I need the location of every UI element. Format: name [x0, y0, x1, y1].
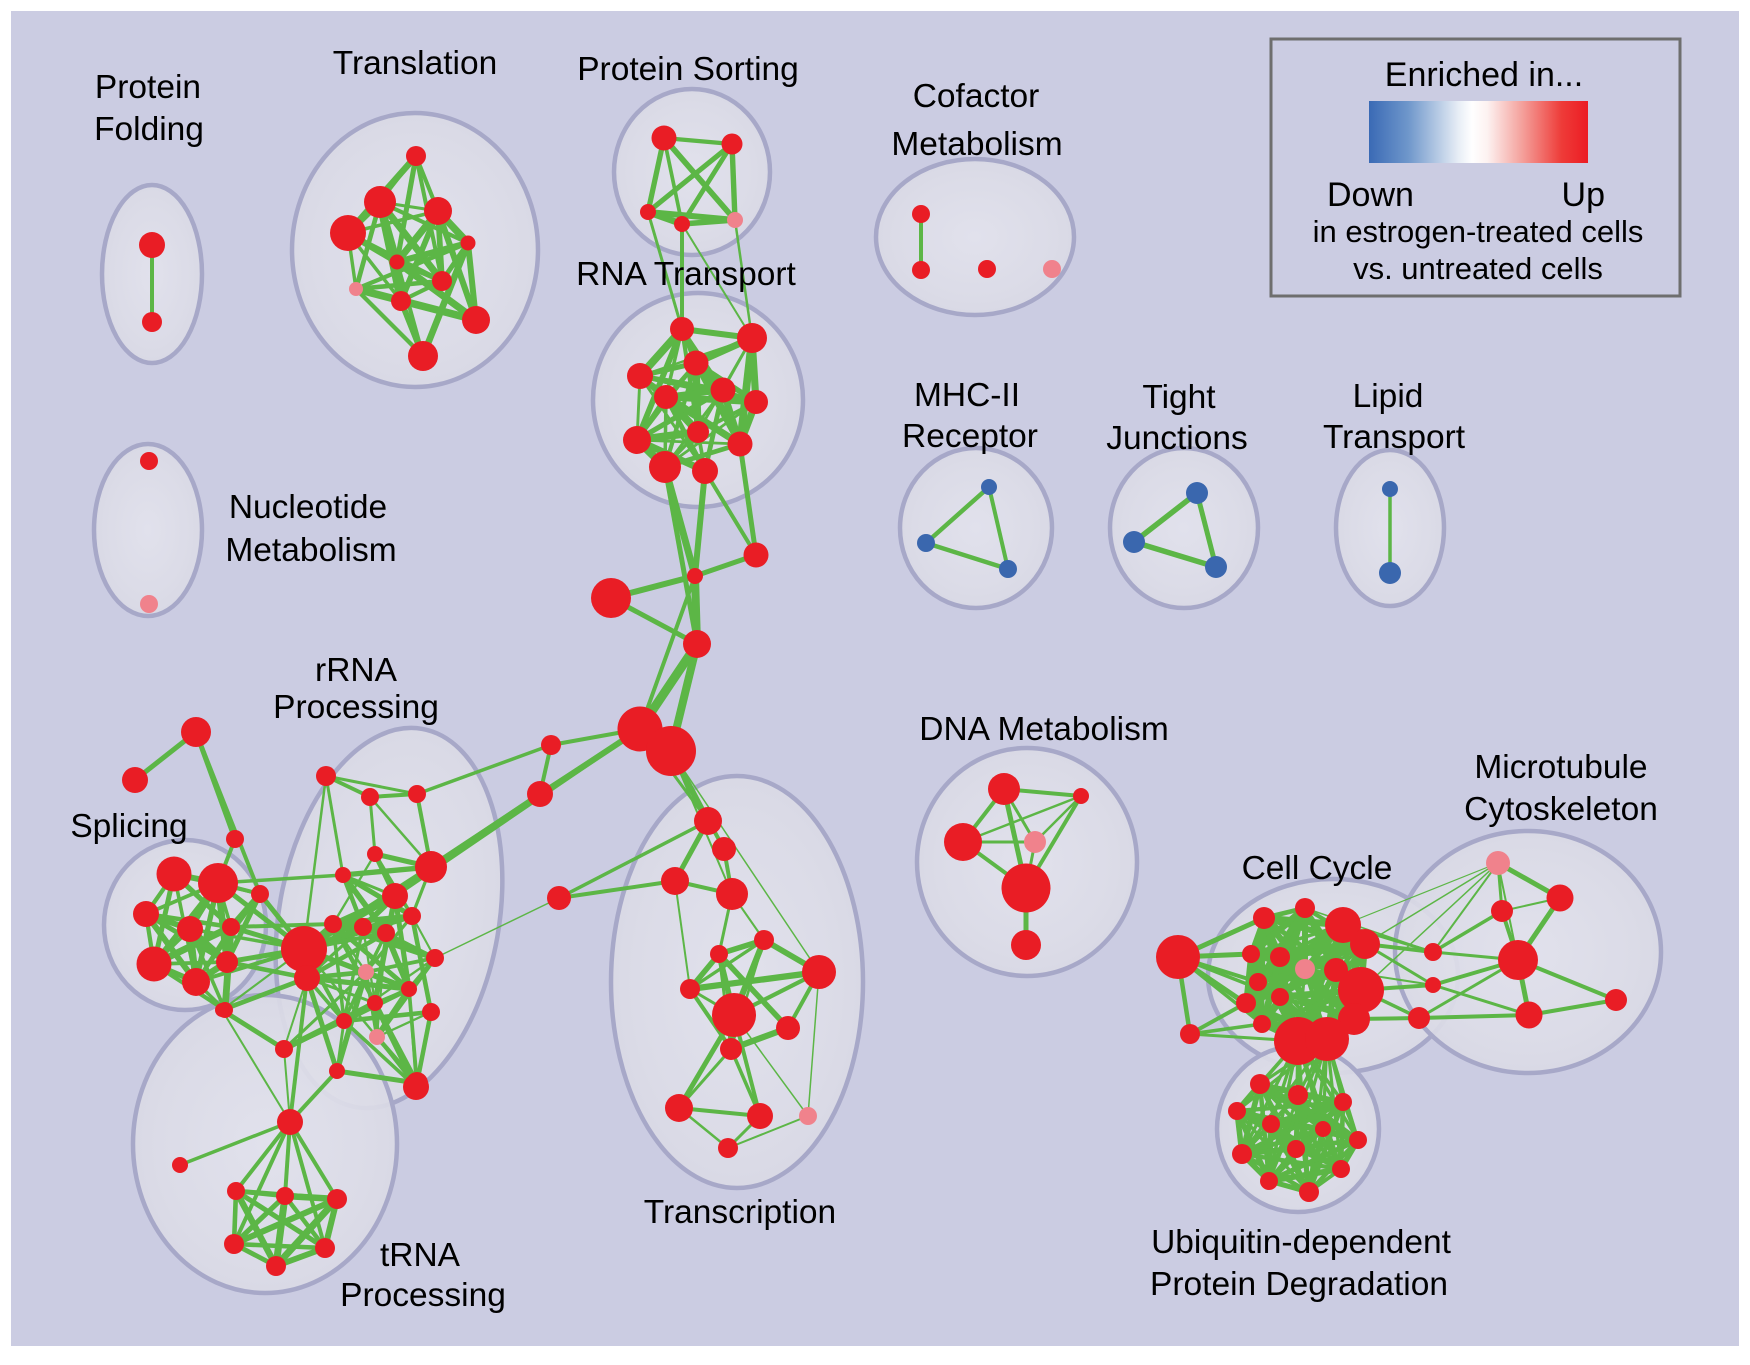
svg-text:Microtubule: Microtubule — [1474, 749, 1647, 786]
svg-text:in estrogen-treated cells: in estrogen-treated cells — [1313, 214, 1644, 249]
svg-text:Junctions: Junctions — [1106, 420, 1248, 457]
svg-text:Folding: Folding — [94, 111, 204, 148]
svg-text:Protein Sorting: Protein Sorting — [577, 51, 799, 88]
svg-text:Splicing: Splicing — [70, 808, 187, 845]
svg-text:Ubiquitin-dependent: Ubiquitin-dependent — [1151, 1224, 1452, 1261]
svg-text:Translation: Translation — [333, 45, 497, 82]
svg-text:Up: Up — [1562, 176, 1605, 214]
svg-text:DNA Metabolism: DNA Metabolism — [919, 711, 1168, 748]
svg-text:Protein Degradation: Protein Degradation — [1150, 1266, 1448, 1303]
svg-text:vs. untreated cells: vs. untreated cells — [1353, 251, 1603, 286]
svg-text:Transcription: Transcription — [644, 1194, 836, 1231]
svg-text:Receptor: Receptor — [902, 418, 1038, 455]
svg-text:Lipid: Lipid — [1353, 378, 1424, 415]
svg-text:Metabolism: Metabolism — [891, 126, 1062, 163]
svg-text:Metabolism: Metabolism — [225, 532, 396, 569]
svg-text:tRNA: tRNA — [380, 1237, 461, 1274]
svg-text:Processing: Processing — [340, 1277, 506, 1314]
svg-text:Tight: Tight — [1142, 379, 1216, 416]
svg-text:Cell Cycle: Cell Cycle — [1242, 850, 1393, 887]
svg-text:Transport: Transport — [1323, 419, 1466, 456]
svg-text:RNA Transport: RNA Transport — [576, 256, 796, 293]
svg-text:Protein: Protein — [95, 69, 201, 106]
svg-text:MHC-II: MHC-II — [914, 377, 1020, 414]
svg-text:Down: Down — [1327, 176, 1414, 214]
svg-text:Cofactor: Cofactor — [913, 78, 1040, 115]
svg-text:Processing: Processing — [273, 689, 439, 726]
svg-text:rRNA: rRNA — [315, 652, 398, 689]
svg-text:Enriched in...: Enriched in... — [1385, 56, 1583, 94]
svg-text:Cytoskeleton: Cytoskeleton — [1464, 791, 1658, 828]
svg-text:Nucleotide: Nucleotide — [229, 489, 387, 526]
